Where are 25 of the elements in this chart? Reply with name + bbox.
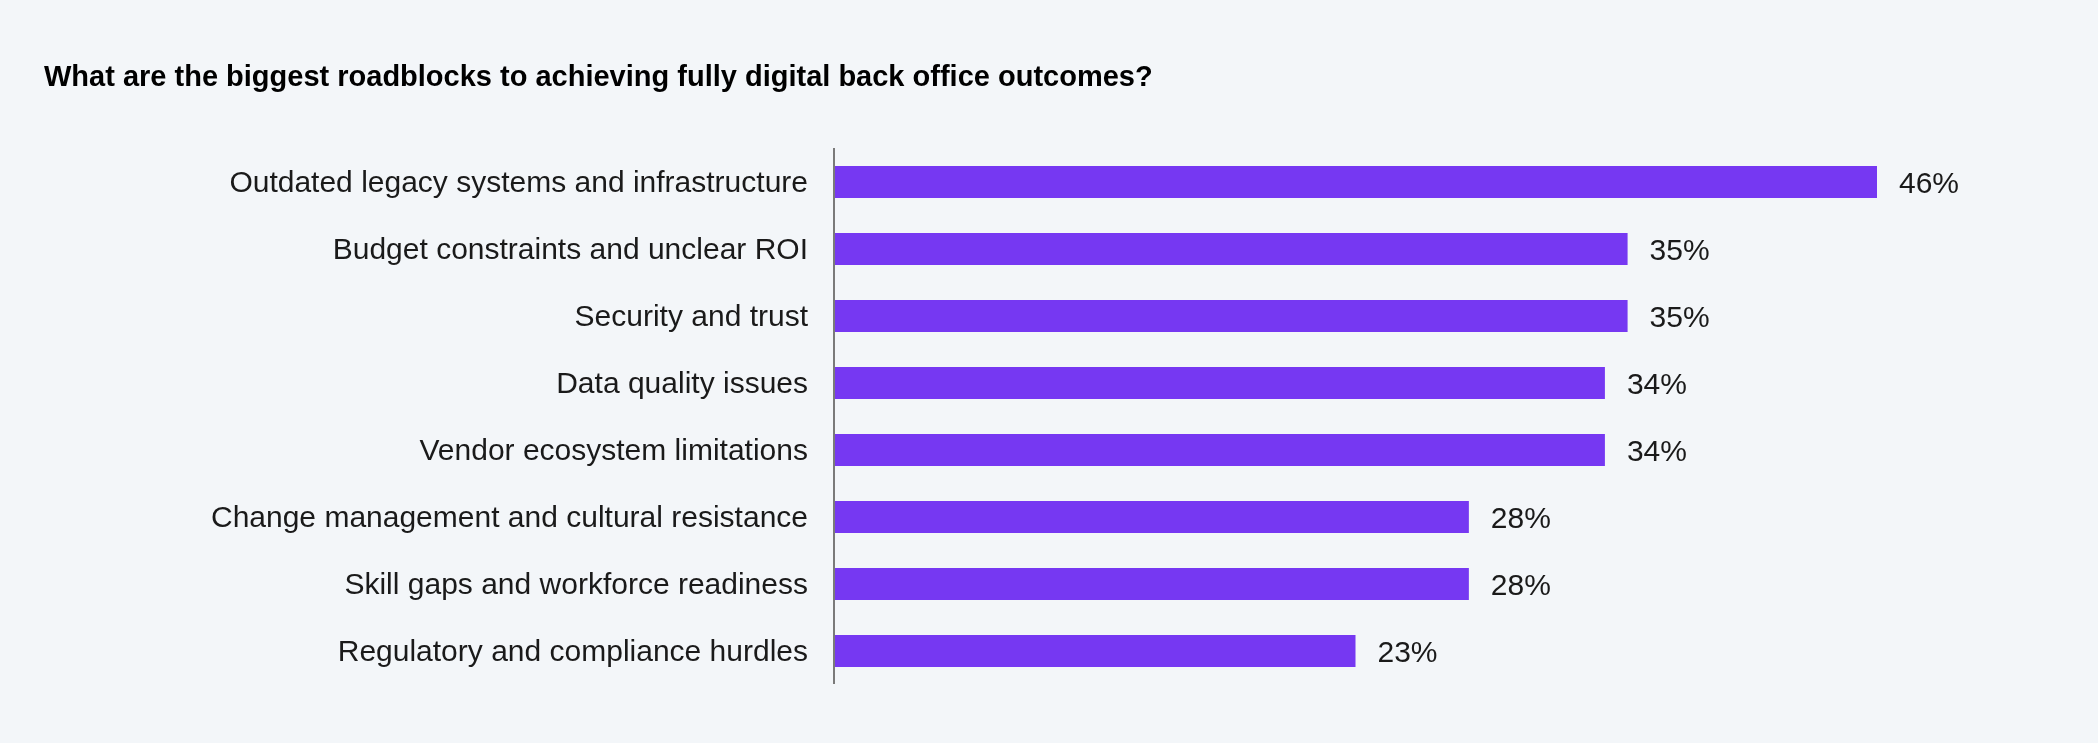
bar (834, 635, 1356, 667)
data-label: 28% (1490, 567, 1551, 601)
y-tick-label: Outdated legacy systems and infrastructure (229, 165, 808, 199)
bar (834, 300, 1628, 332)
bar (834, 166, 1877, 198)
data-label: 23% (1377, 634, 1438, 668)
data-label: 35% (1649, 232, 1710, 266)
y-tick-label: Data quality issues (556, 366, 808, 400)
bar (834, 501, 1469, 533)
y-tick-label: Security and trust (574, 299, 809, 333)
data-label: 46% (1899, 165, 1960, 199)
text: What are the biggest roadblocks to achieving fully digital back office outcomes? (44, 60, 1153, 93)
bar (834, 434, 1605, 466)
data-label: 34% (1626, 366, 1687, 400)
bar (834, 233, 1628, 265)
bar (834, 568, 1469, 600)
bar (834, 367, 1605, 399)
y-tick-label: Budget constraints and unclear ROI (332, 232, 808, 266)
data-label: 28% (1490, 500, 1551, 534)
y-tick-label: Vendor ecosystem limitations (419, 433, 808, 467)
data-label: 34% (1626, 433, 1687, 467)
data-label: 35% (1649, 299, 1710, 333)
y-tick-label: Skill gaps and workforce readiness (344, 567, 808, 601)
y-tick-label: Regulatory and compliance hurdles (337, 634, 808, 668)
y-tick-label: Change management and cultural resistance (210, 500, 808, 534)
